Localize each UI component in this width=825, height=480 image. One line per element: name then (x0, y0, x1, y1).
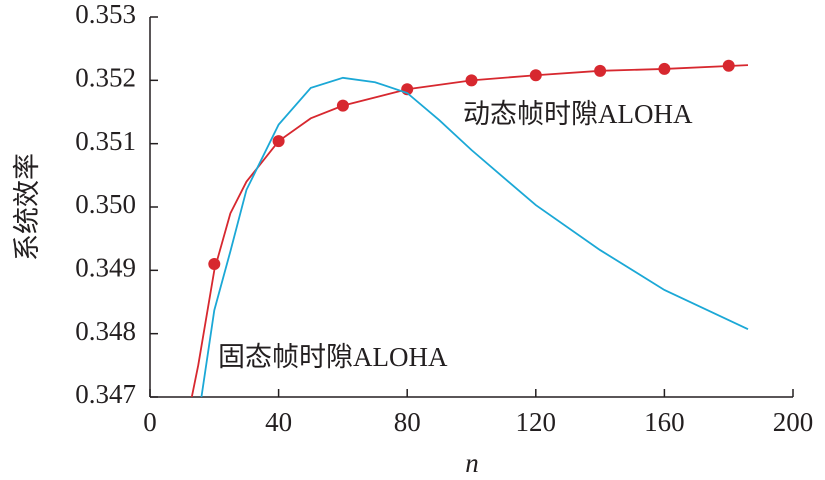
y-tick-label: 0.353 (75, 0, 136, 29)
annotation: 动态帧时隙ALOHA (463, 99, 693, 129)
annotation: 固态帧时隙ALOHA (218, 342, 448, 372)
marker (594, 64, 607, 77)
y-tick-label: 0.350 (75, 189, 136, 219)
x-axis-label: n (465, 448, 479, 478)
y-tick-label: 0.348 (75, 316, 136, 346)
x-tick-label: 0 (143, 407, 157, 437)
line (200, 76, 749, 397)
marker (465, 74, 478, 87)
x-tick-label: 80 (394, 407, 421, 437)
x-tick-label: 120 (516, 407, 557, 437)
x-tick-label: 160 (644, 407, 685, 437)
x-tick-label: 200 (773, 407, 814, 437)
marker (529, 69, 542, 82)
y-tick-label: 0.351 (75, 126, 136, 156)
marker (208, 258, 221, 270)
x-tick-label: 40 (265, 407, 292, 437)
marker (336, 99, 349, 112)
y-tick-label: 0.352 (75, 63, 136, 93)
marker (272, 135, 285, 148)
y-axis-label: 系统效率 (12, 153, 42, 261)
y-tick-label: 0.347 (75, 379, 136, 409)
marker (658, 62, 671, 75)
marker (722, 59, 735, 72)
y-tick-label: 0.349 (75, 253, 136, 283)
